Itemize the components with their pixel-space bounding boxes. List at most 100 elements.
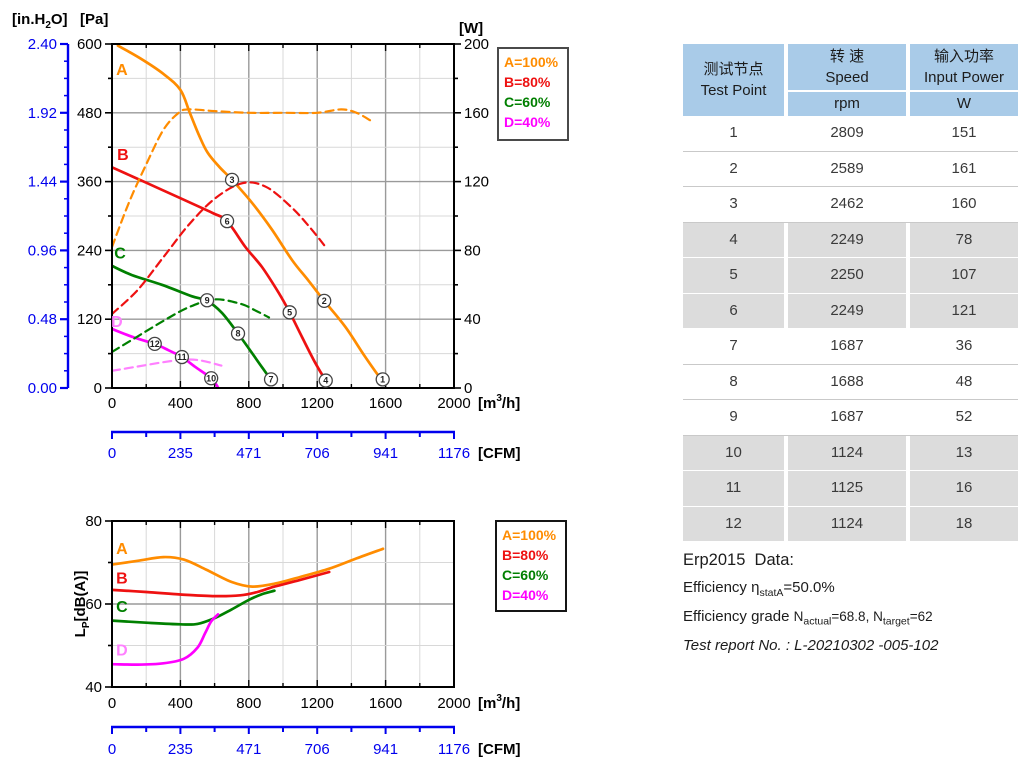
table-header: 测试节点 Test Point 转 速 Speed 输入功率 Input Pow… — [683, 44, 1018, 116]
table-row-3: 3 2462 160 — [683, 187, 1018, 223]
cell-point: 3 — [683, 187, 784, 222]
header-input-power: 输入功率 Input Power — [910, 44, 1018, 90]
axis-ticks — [105, 520, 421, 688]
cell-power: 48 — [910, 364, 1018, 399]
svg-text:4: 4 — [323, 376, 328, 386]
table-body: 1 2809 151 2 2589 161 3 2462 160 4 2249 78 5 2250 107 6… — [683, 116, 1018, 542]
table-row-6: 6 2249 121 — [683, 293, 1018, 329]
axis-ticks — [105, 43, 461, 389]
svg-text:12: 12 — [150, 339, 160, 349]
curve-label-B-pressure: B — [117, 147, 129, 164]
curve-label-C-pressure: C — [114, 245, 126, 262]
test-point-marker-4: 4 — [318, 373, 333, 388]
curve-D-pressure — [112, 327, 220, 389]
svg-text:800: 800 — [236, 395, 261, 412]
svg-text:1176: 1176 — [438, 445, 470, 462]
pressure-chart-legend: A=100% B=80% C=60% D=40% — [497, 47, 569, 141]
curve-A-noise — [112, 547, 385, 588]
svg-text:0: 0 — [464, 380, 472, 397]
svg-text:471: 471 — [236, 741, 261, 758]
svg-text:[CFM]: [CFM] — [478, 445, 520, 462]
table-row-4: 4 2249 78 — [683, 222, 1018, 258]
cell-point: 11 — [683, 471, 784, 506]
svg-text:1200: 1200 — [301, 695, 334, 712]
svg-text:0: 0 — [108, 741, 116, 758]
svg-text:0: 0 — [108, 695, 116, 712]
svg-text:2000: 2000 — [437, 395, 470, 412]
svg-text:[m3/h]: [m3/h] — [478, 393, 520, 412]
cell-speed: 1687 — [788, 329, 906, 364]
table-row-9: 9 1687 52 — [683, 400, 1018, 436]
cell-speed: 1124 — [788, 435, 906, 470]
curve-A-pressure — [116, 44, 386, 385]
curve-C-power — [112, 298, 271, 353]
curve-label-A-pressure: A — [116, 62, 128, 79]
cell-point: 2 — [683, 151, 784, 186]
test-point-marker-11: 11 — [174, 349, 190, 365]
svg-text:[m3/h]: [m3/h] — [478, 693, 520, 712]
cell-point: 5 — [683, 258, 784, 293]
svg-text:471: 471 — [236, 445, 261, 462]
svg-text:11: 11 — [177, 352, 187, 362]
svg-text:6: 6 — [225, 216, 230, 226]
curve-label-D-pressure: D — [111, 314, 123, 331]
table-row-8: 8 1688 48 — [683, 364, 1018, 400]
cell-speed: 2249 — [788, 293, 906, 328]
curve-label-A-noise: A — [116, 541, 128, 558]
erp-test-report: Test report No. : L-20210302 -005-102 — [683, 636, 939, 654]
svg-text:[in.H2O]: [in.H2O] — [12, 11, 68, 31]
svg-text:120: 120 — [77, 311, 102, 328]
curves — [112, 547, 385, 666]
svg-text:7: 7 — [269, 375, 274, 385]
erp-title: Erp2015 Data: — [683, 551, 794, 569]
test-point-marker-3: 3 — [224, 172, 240, 188]
svg-text:3: 3 — [230, 175, 235, 185]
svg-text:400: 400 — [168, 395, 193, 412]
cell-power: 151 — [910, 116, 1018, 151]
svg-text:120: 120 — [464, 174, 489, 191]
header-speed: 转 速 Speed — [788, 44, 906, 90]
curve-label-C-noise: C — [116, 599, 128, 616]
table-row-1: 1 2809 151 — [683, 116, 1018, 152]
cell-point: 9 — [683, 400, 784, 435]
cfm-axis: 0 235 471 706 941 1176 [CFM] — [108, 430, 520, 462]
curve-D-power — [112, 358, 223, 372]
test-point-marker-9: 9 — [199, 293, 215, 308]
svg-text:80: 80 — [85, 513, 102, 530]
cell-point: 10 — [683, 435, 784, 470]
header-speed-zh: 转 速 — [829, 48, 865, 65]
svg-text:2.40: 2.40 — [28, 36, 57, 53]
svg-text:1600: 1600 — [369, 695, 402, 712]
test-point-marker-5: 5 — [282, 305, 297, 320]
svg-text:941: 941 — [373, 741, 398, 758]
svg-text:2000: 2000 — [437, 695, 470, 712]
svg-text:1: 1 — [380, 375, 385, 385]
header-speed-en: Speed — [825, 69, 869, 86]
cell-speed: 2462 — [788, 187, 906, 222]
erp-efficiency-line: Efficiency ηstatA=50.0% — [683, 579, 835, 599]
svg-text:160: 160 — [464, 105, 489, 122]
svg-text:9: 9 — [205, 295, 210, 305]
cell-power: 36 — [910, 329, 1018, 364]
curve-B-noise — [112, 570, 331, 598]
table-row-12: 12 1124 18 — [683, 506, 1018, 542]
table-row-2: 2 2589 161 — [683, 151, 1018, 187]
svg-text:1.44: 1.44 — [28, 174, 57, 191]
cell-point: 6 — [683, 293, 784, 328]
svg-text:10: 10 — [206, 373, 216, 383]
noise-chart-legend: A=100% B=80% C=60% D=40% — [495, 520, 567, 612]
cell-power: 160 — [910, 187, 1018, 222]
cell-speed: 2809 — [788, 116, 906, 151]
svg-text:40: 40 — [464, 311, 481, 328]
svg-text:400: 400 — [168, 695, 193, 712]
svg-text:240: 240 — [77, 242, 102, 259]
cell-power: 18 — [910, 506, 1018, 541]
svg-text:5: 5 — [287, 308, 292, 318]
cell-speed: 2249 — [788, 222, 906, 257]
table-row-11: 11 1125 16 — [683, 471, 1018, 507]
gridlines — [112, 44, 454, 388]
svg-text:[CFM]: [CFM] — [478, 741, 520, 758]
